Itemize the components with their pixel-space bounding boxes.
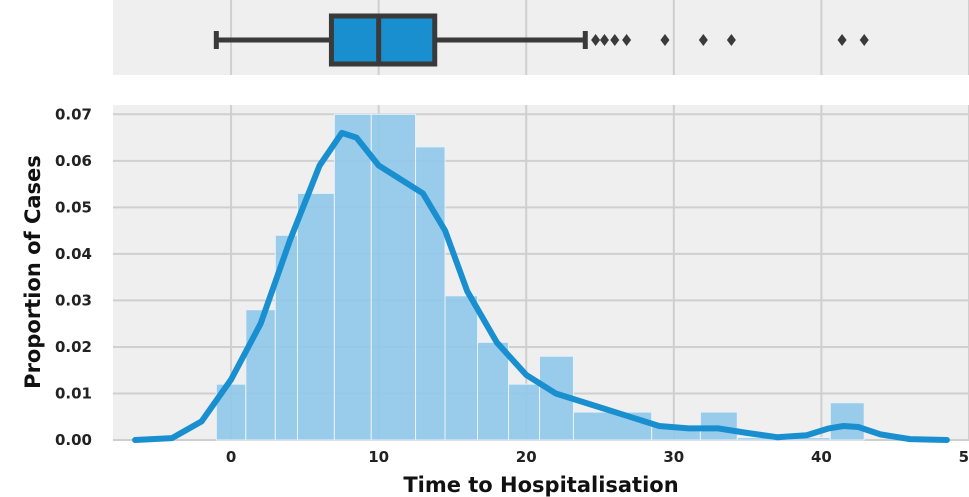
boxplot-outlier-point	[599, 34, 609, 46]
y-tick-label: 0.02	[55, 338, 92, 356]
x-tick-label: 0	[226, 448, 236, 466]
y-tick-label: 0.01	[55, 384, 92, 402]
boxplot-outlier-point	[622, 34, 632, 46]
histogram-bar	[829, 402, 865, 441]
histogram-bar	[444, 295, 479, 441]
histogram-panel: 0 10 20 30 40 50 0.00 0.01 0.02 0.03 0.04 0.05 0.06…	[55, 105, 969, 466]
boxplot-outlier-point	[660, 34, 670, 46]
histogram-bar	[572, 411, 653, 441]
y-axis-title: Proportion of Cases	[21, 155, 45, 389]
histogram-bar	[508, 383, 541, 441]
histogram-bar	[296, 192, 335, 441]
boxplot-marks	[213, 13, 869, 67]
x-axis-tick-labels: 0 10 20 30 40 50	[226, 448, 969, 466]
boxplot-outlier-point	[837, 34, 847, 46]
y-tick-label: 0.00	[55, 431, 92, 449]
x-tick-label: 10	[368, 448, 389, 466]
boxplot-outlier-point	[610, 34, 620, 46]
x-tick-label: 50	[959, 448, 969, 466]
y-tick-label: 0.04	[55, 245, 92, 263]
x-axis-title: Time to Hospitalisation	[403, 473, 678, 497]
y-tick-label: 0.03	[55, 291, 92, 309]
y-tick-label: 0.07	[55, 105, 92, 123]
histogram-bar	[333, 113, 372, 441]
boxplot-outlier-point	[591, 34, 601, 46]
x-tick-label: 20	[516, 448, 537, 466]
histogram-bar	[415, 146, 446, 441]
y-tick-label: 0.05	[55, 198, 92, 216]
x-tick-label: 40	[811, 448, 832, 466]
y-axis-tick-labels: 0.00 0.01 0.02 0.03 0.04 0.05 0.06 0.07	[55, 105, 92, 449]
boxplot-outlier-point	[698, 34, 708, 46]
histogram-bars	[215, 113, 865, 441]
boxplot-outlier-point	[859, 34, 869, 46]
boxplot-box	[328, 13, 438, 67]
kde-density-line	[132, 129, 950, 443]
boxplot-panel	[113, 0, 969, 75]
histogram-bar	[477, 341, 510, 441]
x-tick-label: 30	[663, 448, 684, 466]
boxplot-outlier-point	[726, 34, 736, 46]
y-tick-label: 0.06	[55, 152, 92, 170]
